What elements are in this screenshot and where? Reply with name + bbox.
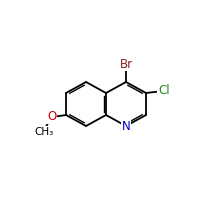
- Text: Cl: Cl: [158, 84, 170, 97]
- Text: Br: Br: [119, 58, 133, 71]
- Text: CH₃: CH₃: [34, 127, 53, 137]
- Text: O: O: [47, 110, 56, 123]
- Text: N: N: [122, 119, 130, 132]
